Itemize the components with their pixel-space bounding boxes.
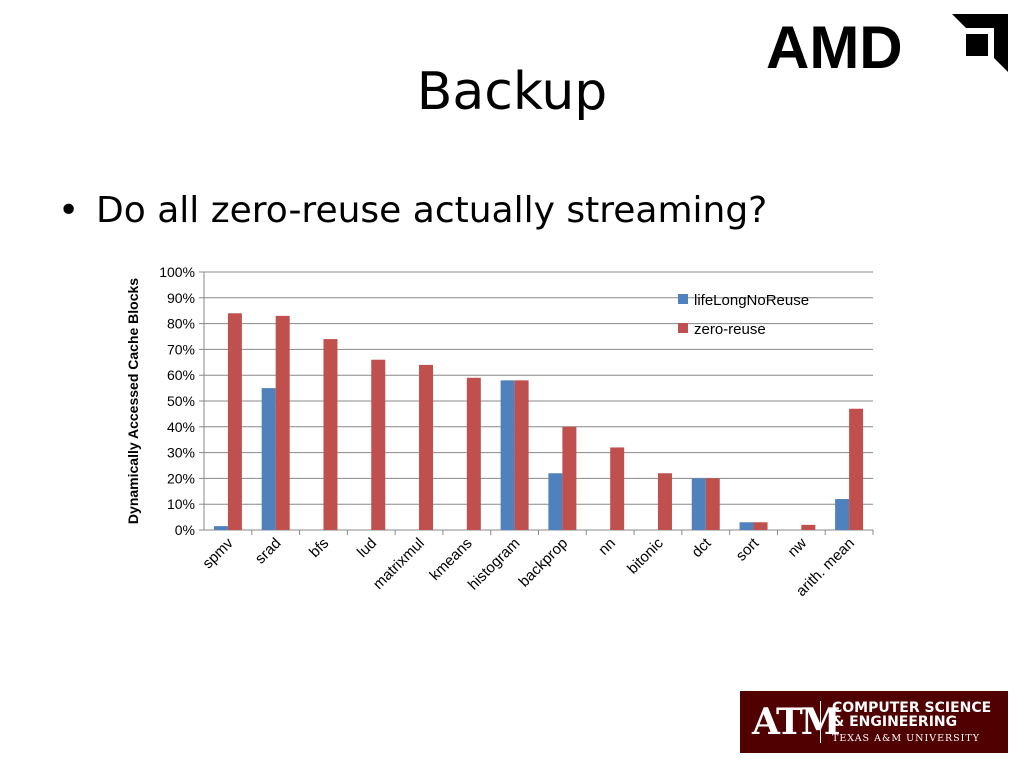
x-tick-label: srad bbox=[252, 535, 285, 568]
x-tick-label: sort bbox=[733, 534, 763, 564]
y-tick-label: 50% bbox=[167, 393, 195, 409]
bar-lifeLongNoReuse-arith-mean bbox=[835, 499, 850, 530]
bar-zero-reuse-bfs bbox=[323, 339, 338, 530]
amd-logo-text: AMD bbox=[766, 14, 903, 74]
legend-label: lifeLongNoReuse bbox=[694, 292, 809, 309]
bar-lifeLongNoReuse-spmv bbox=[213, 526, 228, 530]
bullet-icon: • bbox=[58, 190, 80, 231]
bullet-point: • Do all zero-reuse actually streaming? bbox=[58, 190, 767, 231]
y-axis-label: Dynamically Accessed Cache Blocks bbox=[125, 278, 141, 524]
bar-lifeLongNoReuse-sort bbox=[739, 522, 754, 530]
bar-zero-reuse-arith-mean bbox=[849, 408, 864, 530]
y-tick-label: 40% bbox=[167, 419, 195, 435]
bar-lifeLongNoReuse-srad bbox=[261, 388, 276, 530]
x-tick-label: matrixmul bbox=[370, 535, 428, 593]
y-tick-label: 0% bbox=[175, 522, 195, 538]
y-tick-label: 100% bbox=[159, 264, 195, 280]
tamu-divider bbox=[820, 701, 821, 743]
bar-zero-reuse-kmeans bbox=[466, 377, 481, 530]
x-tick-label: histogram bbox=[465, 535, 524, 594]
x-tick-label: bitonic bbox=[624, 534, 667, 577]
tamu-line2: & ENGINEERING bbox=[832, 714, 958, 730]
bullet-text: Do all zero-reuse actually streaming? bbox=[96, 190, 768, 231]
x-tick-label: nw bbox=[785, 535, 811, 561]
bar-zero-reuse-matrixmul bbox=[419, 364, 434, 530]
tamu-line1: COMPUTER SCIENCE bbox=[832, 700, 992, 716]
y-tick-label: 30% bbox=[167, 445, 195, 461]
legend-swatch bbox=[678, 323, 688, 333]
y-tick-label: 90% bbox=[167, 290, 195, 306]
bar-zero-reuse-backprop bbox=[562, 426, 577, 530]
bar-zero-reuse-srad bbox=[275, 315, 290, 530]
bar-zero-reuse-histogram bbox=[514, 380, 529, 530]
x-tick-label: arith. mean bbox=[793, 535, 858, 600]
y-tick-label: 80% bbox=[167, 316, 195, 332]
bar-zero-reuse-sort bbox=[753, 522, 768, 530]
bar-zero-reuse-bitonic bbox=[657, 473, 672, 530]
y-tick-label: 20% bbox=[167, 470, 195, 486]
x-tick-label: backprop bbox=[516, 535, 572, 591]
tamu-line3: TEXAS A&M UNIVERSITY bbox=[832, 733, 981, 744]
y-tick-label: 10% bbox=[167, 496, 195, 512]
bar-lifeLongNoReuse-histogram bbox=[500, 380, 515, 530]
bar-zero-reuse-spmv bbox=[227, 313, 242, 530]
bar-zero-reuse-nw bbox=[801, 524, 816, 530]
x-tick-label: lud bbox=[354, 535, 380, 561]
slide-title: Backup bbox=[416, 62, 608, 122]
y-tick-label: 70% bbox=[167, 341, 195, 357]
y-tick-label: 60% bbox=[167, 367, 195, 383]
tamu-logo: ATM COMPUTER SCIENCE & ENGINEERING TEXAS… bbox=[740, 691, 1008, 753]
x-tick-label: dct bbox=[688, 534, 715, 561]
x-tick-label: kmeans bbox=[426, 535, 475, 584]
bar-zero-reuse-lud bbox=[371, 359, 386, 530]
bar-lifeLongNoReuse-backprop bbox=[548, 473, 563, 530]
tamu-mark: ATM bbox=[752, 701, 841, 743]
amd-arrow-icon bbox=[952, 14, 1008, 72]
bar-zero-reuse-dct bbox=[705, 478, 720, 530]
legend-swatch bbox=[678, 294, 688, 304]
amd-logo: AMD bbox=[766, 14, 1008, 74]
x-tick-label: spmv bbox=[199, 534, 237, 572]
bar-lifeLongNoReuse-dct bbox=[691, 478, 706, 530]
x-tick-label: bfs bbox=[306, 535, 332, 561]
bar-zero-reuse-nn bbox=[610, 447, 625, 530]
x-tick-label: nn bbox=[595, 535, 619, 559]
legend-label: zero-reuse bbox=[694, 321, 766, 338]
